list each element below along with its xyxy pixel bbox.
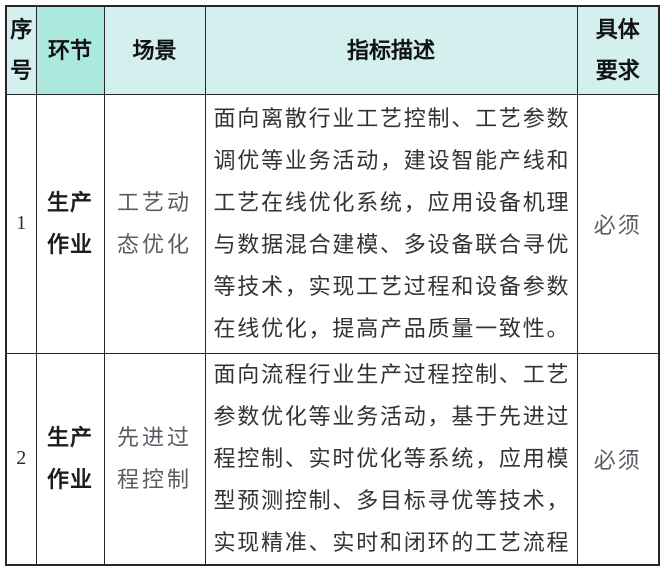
- row-description: 面向流程行业生产过程控制、工艺 参数优化等业务活动，基于先进过 程控制、实时优化…: [204, 352, 578, 565]
- table-header-row: 序号 环节 场景 指标描述 具体要求: [5, 5, 660, 95]
- header-cell-scene: 场景: [103, 5, 206, 95]
- header-cell-stage: 环节: [35, 5, 105, 95]
- header-cell-seq-number: 序号: [5, 5, 37, 95]
- row-description: 面向离散行业工艺控制、工艺参数 调优等业务活动，建设智能产线和 工艺在线优化系统…: [204, 93, 578, 354]
- row-scene: 先进过 程控制: [103, 352, 206, 565]
- row-seq-number: 1: [5, 93, 37, 354]
- row-stage: 生产 作业: [35, 352, 105, 565]
- header-cell-description: 指标描述: [204, 5, 578, 95]
- header-cell-requirement: 具体要求: [576, 5, 660, 95]
- row-requirement: 必须: [576, 352, 660, 565]
- row-requirement: 必须: [576, 93, 660, 354]
- row-scene: 工艺动 态优化: [103, 93, 206, 354]
- spec-requirements-table: 序号 环节 场景 指标描述 具体要求 1 生产 作业 工艺动 态优化 面向离散行…: [5, 5, 660, 566]
- row-stage: 生产 作业: [35, 93, 105, 354]
- table-row: 2 生产 作业 先进过 程控制 面向流程行业生产过程控制、工艺 参数优化等业务活…: [5, 352, 660, 565]
- table-row: 1 生产 作业 工艺动 态优化 面向离散行业工艺控制、工艺参数 调优等业务活动，…: [5, 93, 660, 354]
- row-seq-number: 2: [5, 352, 37, 565]
